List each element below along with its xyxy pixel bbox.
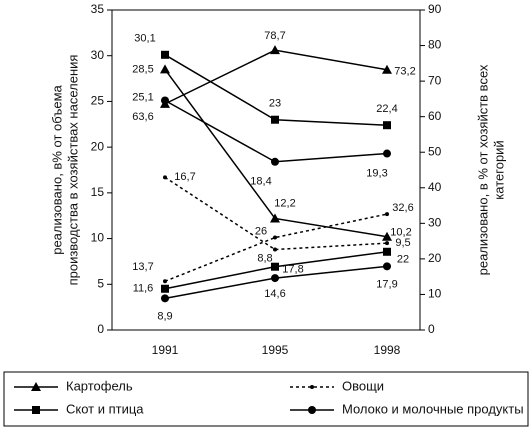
marker	[160, 98, 170, 108]
y-axis-title: реализовано, в% от объема	[49, 84, 64, 254]
data-label: 23	[269, 98, 281, 110]
data-label: 12,2	[274, 197, 295, 209]
data-label: 9,5	[395, 237, 410, 249]
data-label: 16,7	[174, 171, 195, 183]
y-tick-label: 5	[97, 276, 104, 290]
marker	[271, 115, 279, 124]
data-label: 19,3	[366, 167, 387, 179]
x-tick-label: 1995	[262, 343, 289, 357]
y-tick-label: 25	[91, 94, 105, 108]
y-tick-label: 10	[91, 231, 105, 245]
y2-axis-title: реализовано, в % от хозяйств всех	[475, 64, 490, 275]
marker	[383, 149, 391, 158]
marker	[161, 284, 169, 293]
data-label: 8,9	[157, 310, 172, 322]
data-label: 8,8	[257, 252, 272, 264]
data-label: 78,7	[264, 30, 285, 42]
y2-tick-label: 20	[428, 251, 442, 265]
y-tick-label: 30	[91, 48, 105, 62]
y2-tick-label: 90	[428, 2, 442, 16]
marker	[270, 45, 280, 55]
legend-label: Овощи	[342, 378, 384, 393]
data-label: 73,2	[394, 66, 415, 78]
data-label: 17,8	[282, 264, 303, 276]
plot-frame	[111, 9, 421, 331]
marker	[163, 175, 167, 180]
y2-tick-label: 70	[428, 73, 442, 87]
marker	[270, 213, 280, 223]
data-label: 26	[255, 225, 267, 237]
marker	[385, 241, 389, 246]
legend-label: Картофель	[66, 378, 133, 393]
y-tick-label: 15	[91, 185, 105, 199]
marker	[382, 64, 392, 74]
marker	[273, 247, 277, 252]
marker	[161, 294, 169, 303]
y2-tick-label: 80	[428, 38, 442, 52]
x-tick-label: 1998	[374, 343, 401, 357]
marker	[271, 262, 279, 271]
data-label: 63,6	[132, 111, 153, 123]
series-line	[164, 213, 388, 282]
legend-box	[3, 371, 529, 427]
y2-tick-label: 10	[428, 287, 442, 301]
data-label: 22,4	[376, 103, 397, 115]
marker	[271, 157, 279, 166]
data-label: 18,4	[250, 176, 271, 188]
marker	[160, 64, 170, 74]
legend-label: Молоко и молочные продукты	[342, 401, 524, 416]
marker	[382, 231, 392, 241]
data-label: 28,5	[132, 63, 153, 75]
series-line	[164, 49, 388, 105]
data-label: 17,9	[376, 278, 397, 290]
y-axis-title: производства в хозяйствах населения	[65, 55, 80, 286]
data-label: 14,6	[264, 288, 285, 300]
marker	[383, 121, 391, 130]
data-label: 32,6	[392, 202, 413, 214]
marker	[308, 406, 316, 414]
legend-label: Скот и птица	[66, 401, 144, 416]
marker	[271, 274, 279, 283]
data-label: 22	[397, 254, 409, 266]
marker	[383, 262, 391, 271]
marker	[383, 247, 391, 256]
y-tick-label: 0	[97, 322, 104, 336]
x-tick-label: 1991	[152, 343, 179, 357]
marker	[161, 50, 169, 59]
marker	[32, 406, 40, 414]
marker	[310, 385, 314, 389]
marker	[163, 279, 167, 284]
y2-tick-label: 60	[428, 109, 442, 123]
y2-tick-label: 50	[428, 144, 442, 158]
data-label: 13,7	[132, 261, 153, 273]
marker	[31, 382, 41, 391]
data-label: 30,1	[134, 33, 155, 45]
data-label: 25,1	[132, 91, 153, 103]
y-tick-label: 20	[91, 139, 105, 153]
data-label: 10,2	[390, 227, 411, 239]
y2-tick-label: 40	[428, 180, 442, 194]
y2-tick-label: 0	[428, 322, 435, 336]
marker	[273, 235, 277, 240]
series-line	[164, 68, 388, 238]
y2-tick-label: 30	[428, 216, 442, 230]
series-line	[164, 99, 388, 163]
marker	[385, 212, 389, 217]
y2-axis-title: категорий	[491, 140, 506, 199]
y-tick-label: 35	[91, 2, 105, 16]
series-line	[164, 176, 388, 251]
data-label: 11,6	[133, 283, 154, 295]
